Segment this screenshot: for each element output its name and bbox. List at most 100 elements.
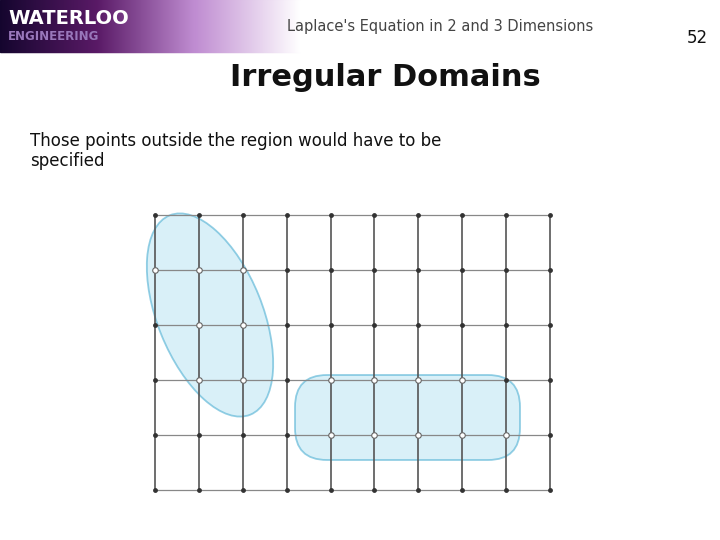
Bar bbox=[33, 0, 35, 52]
Bar bbox=[22, 0, 23, 52]
Bar bbox=[151, 0, 152, 52]
Bar bbox=[187, 0, 188, 52]
Bar bbox=[141, 0, 142, 52]
Bar bbox=[295, 0, 296, 52]
Bar bbox=[93, 0, 94, 52]
Bar bbox=[86, 0, 87, 52]
Bar bbox=[102, 0, 103, 52]
Bar bbox=[115, 0, 116, 52]
Bar bbox=[48, 0, 49, 52]
Bar bbox=[47, 0, 48, 52]
Bar bbox=[272, 0, 273, 52]
Bar bbox=[138, 0, 139, 52]
Bar bbox=[78, 0, 79, 52]
Bar bbox=[96, 0, 97, 52]
Bar bbox=[161, 0, 162, 52]
Bar bbox=[1, 0, 2, 52]
Bar bbox=[226, 0, 228, 52]
Bar bbox=[24, 0, 25, 52]
Bar bbox=[261, 0, 262, 52]
Bar bbox=[158, 0, 159, 52]
Bar bbox=[179, 0, 180, 52]
Bar bbox=[117, 0, 118, 52]
Bar bbox=[129, 0, 130, 52]
Bar bbox=[221, 0, 222, 52]
Bar bbox=[60, 0, 61, 52]
Bar bbox=[4, 0, 5, 52]
Bar bbox=[168, 0, 169, 52]
Bar bbox=[266, 0, 267, 52]
Bar bbox=[219, 0, 220, 52]
Bar bbox=[236, 0, 237, 52]
Bar bbox=[280, 0, 282, 52]
Bar bbox=[120, 0, 121, 52]
Bar bbox=[199, 0, 200, 52]
Bar bbox=[238, 0, 239, 52]
Bar bbox=[209, 0, 210, 52]
Bar bbox=[165, 0, 166, 52]
Bar bbox=[296, 0, 297, 52]
Bar bbox=[132, 0, 133, 52]
Bar bbox=[67, 0, 68, 52]
Bar bbox=[174, 0, 175, 52]
Bar bbox=[277, 0, 278, 52]
Bar bbox=[111, 0, 112, 52]
Bar bbox=[183, 0, 184, 52]
Bar bbox=[59, 0, 60, 52]
Bar bbox=[57, 0, 58, 52]
Bar bbox=[227, 0, 228, 52]
Bar bbox=[248, 0, 249, 52]
Bar bbox=[103, 0, 104, 52]
Bar bbox=[241, 0, 242, 52]
Bar bbox=[178, 0, 179, 52]
Bar bbox=[160, 0, 161, 52]
Bar bbox=[153, 0, 154, 52]
Bar bbox=[194, 0, 195, 52]
Bar bbox=[244, 0, 246, 52]
Text: 52: 52 bbox=[687, 29, 708, 47]
Bar bbox=[270, 0, 271, 52]
Bar bbox=[251, 0, 252, 52]
Bar bbox=[166, 0, 167, 52]
Bar bbox=[61, 0, 62, 52]
Bar bbox=[106, 0, 107, 52]
Bar bbox=[235, 0, 236, 52]
Bar bbox=[90, 0, 91, 52]
Bar bbox=[257, 0, 258, 52]
FancyBboxPatch shape bbox=[295, 375, 520, 460]
Bar bbox=[68, 0, 69, 52]
Bar bbox=[288, 0, 289, 52]
Bar bbox=[289, 0, 290, 52]
Bar bbox=[74, 0, 75, 52]
Bar bbox=[28, 0, 30, 52]
Bar bbox=[239, 0, 240, 52]
Bar bbox=[145, 0, 146, 52]
Bar bbox=[143, 0, 144, 52]
Bar bbox=[124, 0, 125, 52]
Bar bbox=[246, 0, 247, 52]
Bar bbox=[133, 0, 134, 52]
Bar bbox=[260, 0, 261, 52]
Bar bbox=[139, 0, 140, 52]
Bar bbox=[58, 0, 59, 52]
Bar bbox=[271, 0, 272, 52]
Bar bbox=[182, 0, 183, 52]
Bar bbox=[152, 0, 153, 52]
Bar bbox=[193, 0, 194, 52]
Bar bbox=[213, 0, 215, 52]
Bar bbox=[108, 0, 109, 52]
Bar bbox=[208, 0, 210, 52]
Bar bbox=[134, 0, 135, 52]
Bar bbox=[274, 0, 275, 52]
Bar bbox=[41, 0, 42, 52]
Bar bbox=[76, 0, 77, 52]
Bar bbox=[63, 0, 64, 52]
Bar bbox=[283, 0, 284, 52]
Bar bbox=[23, 0, 24, 52]
Bar bbox=[54, 0, 55, 52]
Bar bbox=[148, 0, 149, 52]
Bar bbox=[131, 0, 132, 52]
Bar bbox=[27, 0, 28, 52]
Bar bbox=[259, 0, 260, 52]
Bar bbox=[286, 0, 287, 52]
